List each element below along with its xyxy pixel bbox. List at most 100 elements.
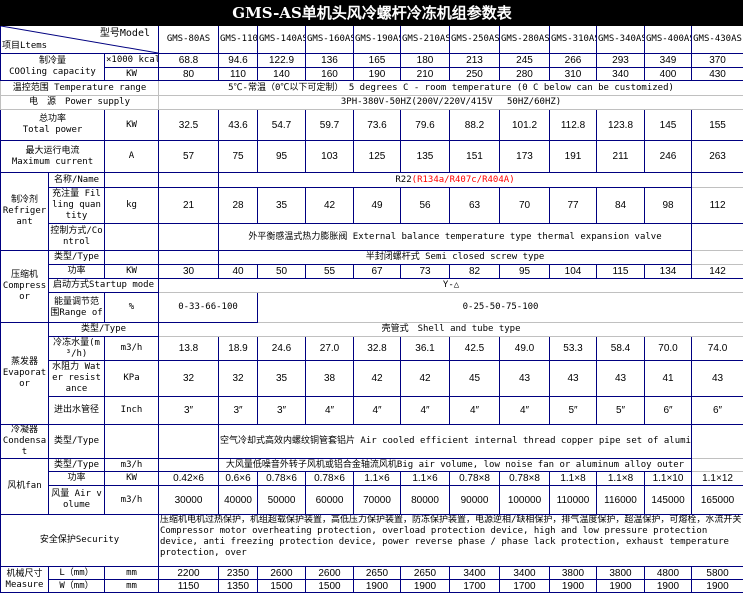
unit-cell: mm: [105, 580, 159, 593]
value-cell: 4″: [401, 397, 450, 425]
value-cell: 1150: [159, 580, 219, 593]
unit-cell: KW: [105, 265, 159, 279]
value-cell: 38: [306, 361, 354, 397]
temperature-range-value: 5℃-常温（0℃以下可定制） 5 degrees C - room temper…: [159, 81, 743, 96]
value-cell: 45: [450, 361, 500, 397]
value-cell: 191: [550, 141, 597, 173]
value-cell: 140: [258, 68, 306, 81]
value-cell: 41: [645, 361, 692, 397]
value-cell: 1.1×12: [692, 472, 743, 486]
value-cell: 122.9: [258, 54, 306, 68]
value-cell: 3″: [159, 397, 219, 425]
value-cell: 42: [354, 361, 401, 397]
empty-cell: [105, 224, 159, 251]
cell-text: 压缩机: [2, 270, 47, 281]
value-cell: 79.6: [401, 110, 450, 141]
value-cell: 70.0: [645, 337, 692, 361]
empty-cell: [692, 224, 743, 251]
value-cell: 112: [692, 188, 743, 224]
value-cell: 180: [401, 54, 450, 68]
unit-cell: KW: [105, 472, 159, 486]
value-cell: 1.1×6: [401, 472, 450, 486]
value-cell: 0.78×8: [500, 472, 550, 486]
value-cell: 49.0: [500, 337, 550, 361]
value-cell: 123.8: [597, 110, 645, 141]
model-header: GMS-160AS: [306, 26, 354, 54]
value-cell: 60000: [306, 486, 354, 515]
table-row: 型号Model项目LtemsGMS-80ASGMS-110ASGMS-140AS…: [1, 26, 743, 54]
model-header: GMS-140AS: [258, 26, 306, 54]
cell-text: (R134a/R407c/R404A): [412, 175, 515, 185]
model-header: GMS-340AS: [597, 26, 645, 54]
value-cell: 63: [450, 188, 500, 224]
value-cell: 4″: [500, 397, 550, 425]
refrigerant-name-label: 名称/Name: [49, 173, 105, 188]
value-cell: 0.78×6: [306, 472, 354, 486]
value-cell: 173: [500, 141, 550, 173]
condenser-type-value: 空气冷却式高效内螺纹铜管套铝片 Air cooled efficient int…: [219, 425, 692, 459]
value-cell: 1.1×8: [597, 472, 645, 486]
empty-cell: [159, 173, 219, 188]
cell-text: Refrigerant: [2, 206, 47, 228]
temperature-range-label: 温控范围 Temperature range: [1, 81, 159, 96]
empty-cell: [159, 251, 219, 265]
value-cell: 70: [500, 188, 550, 224]
empty-cell: [692, 173, 743, 188]
value-cell: 57: [159, 141, 219, 173]
cell-text: 最大运行电流: [2, 146, 103, 157]
unit-cell: KW: [105, 110, 159, 141]
cell-text: 机械尺寸: [2, 569, 47, 580]
startup-mode-value: Y-△: [159, 279, 743, 293]
value-cell: 0.78×8: [450, 472, 500, 486]
unit-cell: m3/h: [105, 337, 159, 361]
cell-text: R22: [395, 175, 411, 185]
value-cell: 125: [354, 141, 401, 173]
compressor-power-label: 功率: [49, 265, 105, 279]
fan-label: 风机fan: [1, 459, 49, 515]
value-cell: 5″: [550, 397, 597, 425]
startup-mode-label: 启动方式Startup mode: [49, 279, 159, 293]
value-cell: 145000: [645, 486, 692, 515]
value-cell: 2600: [306, 567, 354, 580]
value-cell: 370: [692, 54, 743, 68]
value-cell: 30: [159, 265, 219, 279]
value-cell: 5800: [692, 567, 743, 580]
unit-cell: %: [105, 293, 159, 323]
value-cell: 3800: [597, 567, 645, 580]
cell-text: Compressor motor overheating protection,…: [160, 526, 742, 559]
value-cell: 1900: [692, 580, 743, 593]
value-cell: 50000: [258, 486, 306, 515]
value-cell: 43: [500, 361, 550, 397]
value-cell: 42.5: [450, 337, 500, 361]
model-header: GMS-250AS: [450, 26, 500, 54]
filling-quantity-label: 充注量 Filling quantity: [49, 188, 105, 224]
value-cell: 246: [645, 141, 692, 173]
value-cell: 3800: [550, 567, 597, 580]
water-resistance-label: 水阻力 Water resistance: [49, 361, 105, 397]
cell-text: 制冷量: [2, 56, 103, 67]
value-cell: 70000: [354, 486, 401, 515]
value-cell: 100000: [500, 486, 550, 515]
value-cell: 68.8: [159, 54, 219, 68]
value-cell: 90000: [450, 486, 500, 515]
value-cell: 250: [450, 68, 500, 81]
width-label: W（mm）: [49, 580, 105, 593]
value-cell: 101.2: [500, 110, 550, 141]
unit-cell: KPa: [105, 361, 159, 397]
value-cell: 293: [597, 54, 645, 68]
cell-text: Condensat: [2, 436, 47, 458]
value-cell: 136: [306, 54, 354, 68]
value-cell: 80: [159, 68, 219, 81]
